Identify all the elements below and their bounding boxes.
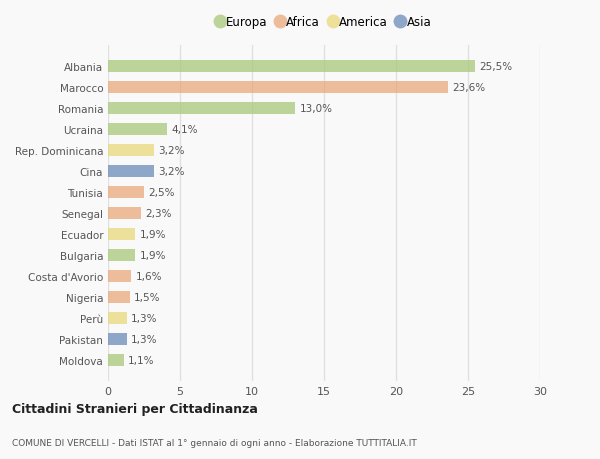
Bar	[108, 313, 127, 324]
Bar	[108, 82, 448, 94]
Text: 1,6%: 1,6%	[136, 271, 162, 281]
Bar	[108, 333, 127, 345]
Bar	[108, 145, 154, 157]
Text: 3,2%: 3,2%	[158, 146, 185, 156]
Text: 3,2%: 3,2%	[158, 167, 185, 177]
Text: COMUNE DI VERCELLI - Dati ISTAT al 1° gennaio di ogni anno - Elaborazione TUTTIT: COMUNE DI VERCELLI - Dati ISTAT al 1° ge…	[12, 438, 417, 448]
Text: 1,9%: 1,9%	[140, 230, 166, 239]
Text: Cittadini Stranieri per Cittadinanza: Cittadini Stranieri per Cittadinanza	[12, 403, 258, 415]
Bar	[108, 166, 154, 177]
Text: 1,3%: 1,3%	[131, 313, 158, 323]
Bar	[108, 291, 130, 303]
Text: 2,3%: 2,3%	[145, 208, 172, 218]
Legend: Europa, Africa, America, Asia: Europa, Africa, America, Asia	[212, 11, 436, 34]
Text: 1,1%: 1,1%	[128, 355, 155, 365]
Text: 4,1%: 4,1%	[172, 125, 198, 134]
Text: 1,3%: 1,3%	[131, 334, 158, 344]
Text: 1,9%: 1,9%	[140, 250, 166, 260]
Bar	[108, 270, 131, 282]
Text: 1,5%: 1,5%	[134, 292, 160, 302]
Text: 25,5%: 25,5%	[479, 62, 512, 72]
Text: 23,6%: 23,6%	[452, 83, 485, 93]
Bar	[108, 229, 136, 240]
Text: 2,5%: 2,5%	[148, 188, 175, 197]
Bar	[108, 61, 475, 73]
Bar	[108, 124, 167, 135]
Bar	[108, 187, 144, 198]
Bar	[108, 354, 124, 366]
Bar	[108, 207, 141, 219]
Text: 13,0%: 13,0%	[299, 104, 332, 114]
Bar	[108, 250, 136, 261]
Bar	[108, 103, 295, 114]
